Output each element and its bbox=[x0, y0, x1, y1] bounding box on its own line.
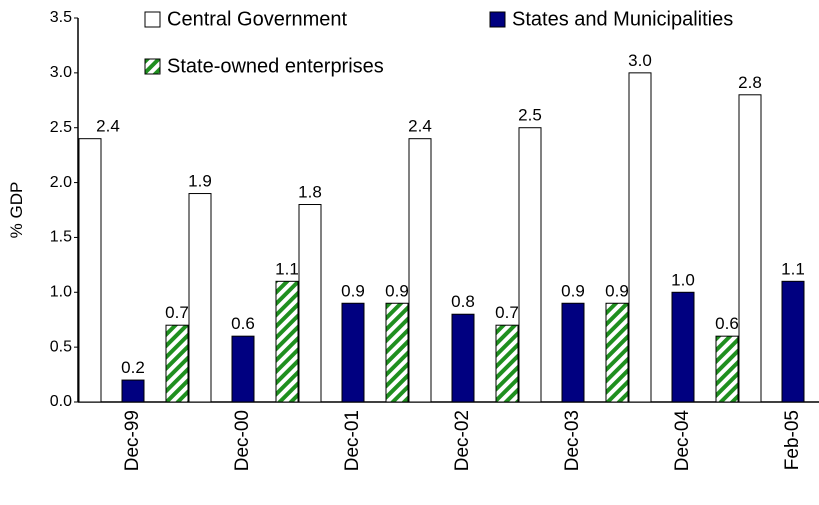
value-label: 0.7 bbox=[495, 303, 519, 322]
value-label: 0.6 bbox=[231, 314, 255, 333]
bar bbox=[275, 280, 299, 403]
legend-label: States and Municipalities bbox=[512, 8, 733, 30]
x-tick-label: Dec-99 bbox=[122, 410, 143, 471]
value-label: 2.4 bbox=[408, 117, 432, 136]
value-label: 0.2 bbox=[121, 358, 145, 377]
value-label: 2.8 bbox=[738, 73, 762, 92]
y-tick-label: 3.0 bbox=[50, 64, 72, 81]
bar bbox=[781, 280, 805, 403]
value-label: 1.8 bbox=[298, 183, 322, 202]
y-tick-label: 0.0 bbox=[50, 393, 72, 410]
bar bbox=[518, 127, 542, 403]
bar bbox=[408, 138, 432, 403]
bar bbox=[231, 335, 255, 403]
bar bbox=[628, 72, 652, 403]
legend-swatch bbox=[489, 11, 506, 28]
bar bbox=[341, 302, 365, 403]
value-label: 0.6 bbox=[715, 314, 739, 333]
legend-swatch bbox=[144, 11, 161, 28]
bar bbox=[738, 94, 762, 403]
value-label: 0.9 bbox=[385, 281, 409, 300]
bar bbox=[715, 335, 739, 403]
x-tick-label: Dec-01 bbox=[342, 410, 363, 471]
bar bbox=[165, 324, 189, 403]
legend-swatch bbox=[144, 58, 161, 75]
legend-label: Central Government bbox=[167, 8, 348, 30]
y-axis-label: % GDP bbox=[7, 182, 26, 239]
y-tick-label: 1.0 bbox=[50, 284, 72, 301]
x-tick-label: Dec-04 bbox=[672, 410, 693, 472]
value-label: 1.9 bbox=[188, 172, 212, 191]
y-tick-label: 3.5 bbox=[50, 9, 72, 26]
y-tick-label: 2.0 bbox=[50, 174, 72, 191]
value-label: 1.0 bbox=[671, 270, 695, 289]
x-tick-label: Dec-02 bbox=[452, 410, 473, 471]
value-label: 0.8 bbox=[451, 292, 475, 311]
bar bbox=[78, 138, 102, 403]
bar bbox=[298, 204, 322, 403]
bar bbox=[495, 324, 519, 403]
x-tick-label: Feb-05 bbox=[782, 410, 803, 470]
value-label: 0.9 bbox=[605, 281, 629, 300]
legend-label: State-owned enterprises bbox=[167, 55, 384, 77]
bar bbox=[451, 313, 475, 403]
value-label: 0.9 bbox=[341, 281, 365, 300]
value-label: 2.5 bbox=[518, 106, 542, 125]
bar bbox=[188, 193, 212, 403]
value-label: 1.1 bbox=[275, 259, 299, 278]
bar bbox=[671, 291, 695, 403]
value-label: 0.9 bbox=[561, 281, 585, 300]
bar bbox=[605, 302, 629, 403]
value-label: 2.4 bbox=[96, 117, 120, 136]
value-label: 3.0 bbox=[628, 51, 652, 70]
value-label: 1.1 bbox=[781, 259, 805, 278]
bar bbox=[561, 302, 585, 403]
y-tick-label: 2.5 bbox=[50, 119, 72, 136]
bar bbox=[385, 302, 409, 403]
y-tick-label: 0.5 bbox=[50, 338, 72, 355]
y-tick-label: 1.5 bbox=[50, 229, 72, 246]
x-tick-label: Dec-00 bbox=[232, 410, 253, 471]
value-label: 0.7 bbox=[165, 303, 189, 322]
x-tick-label: Dec-03 bbox=[562, 410, 583, 471]
bar bbox=[121, 379, 145, 403]
